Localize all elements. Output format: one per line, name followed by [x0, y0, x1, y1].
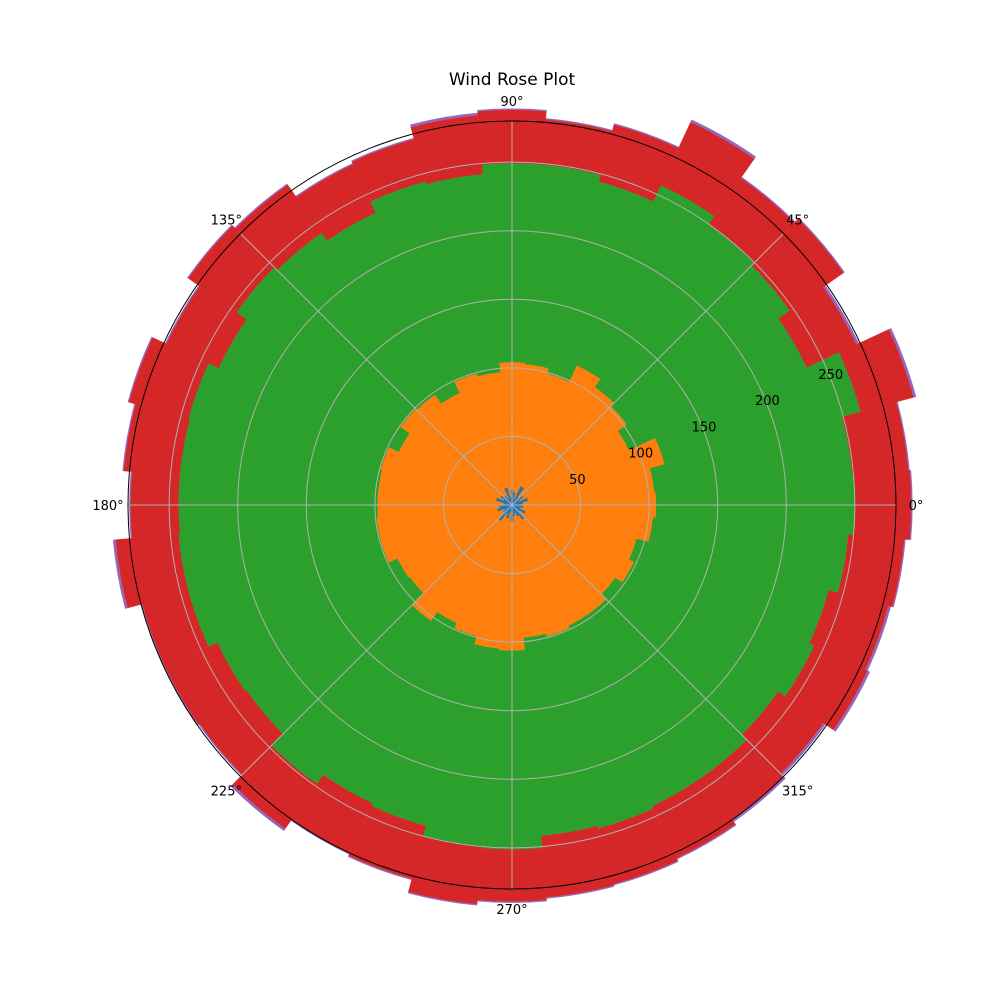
angular-gridline-135 — [240, 233, 513, 506]
series-4 — [115, 109, 914, 905]
grid-layer — [128, 121, 896, 889]
angle-tick-label: 135° — [211, 213, 242, 228]
angle-tick-label: 0° — [909, 499, 924, 514]
bars-layer — [112, 108, 917, 906]
bar-s1-dir-170 — [503, 502, 513, 506]
angle-tick-label: 270° — [496, 903, 527, 918]
chart-title: Wind Rose Plot — [449, 70, 576, 90]
angular-gridline-45 — [511, 233, 784, 506]
radial-tick-label: 200 — [755, 394, 780, 409]
bar-s1-dir-60 — [511, 486, 525, 506]
polar-frame — [127, 120, 897, 890]
angle-tick-label: 45° — [786, 213, 809, 228]
angle-tick-label: 180° — [92, 499, 123, 514]
radial-tick-label: 100 — [628, 447, 653, 462]
bar-s1-dir-250 — [506, 504, 513, 519]
angular-gridline-315 — [511, 504, 784, 777]
radial-tick-label: 250 — [818, 368, 843, 383]
bar-s1-dir-160 — [495, 497, 513, 506]
labels-layer: 0° 45° 90° 135° 180° 225° 270° 315° 50 100 150 200 2… — [92, 95, 923, 918]
radial-tick-label: 50 — [569, 473, 586, 488]
radial-tick-label: 150 — [692, 420, 717, 435]
angular-gridline-225 — [240, 504, 513, 777]
angle-tick-label: 225° — [211, 785, 242, 800]
angle-tick-label: 90° — [500, 95, 523, 110]
bar-s1-dir-350 — [511, 504, 524, 509]
bar-s1-dir-330 — [511, 504, 526, 514]
angle-tick-label: 315° — [782, 785, 813, 800]
